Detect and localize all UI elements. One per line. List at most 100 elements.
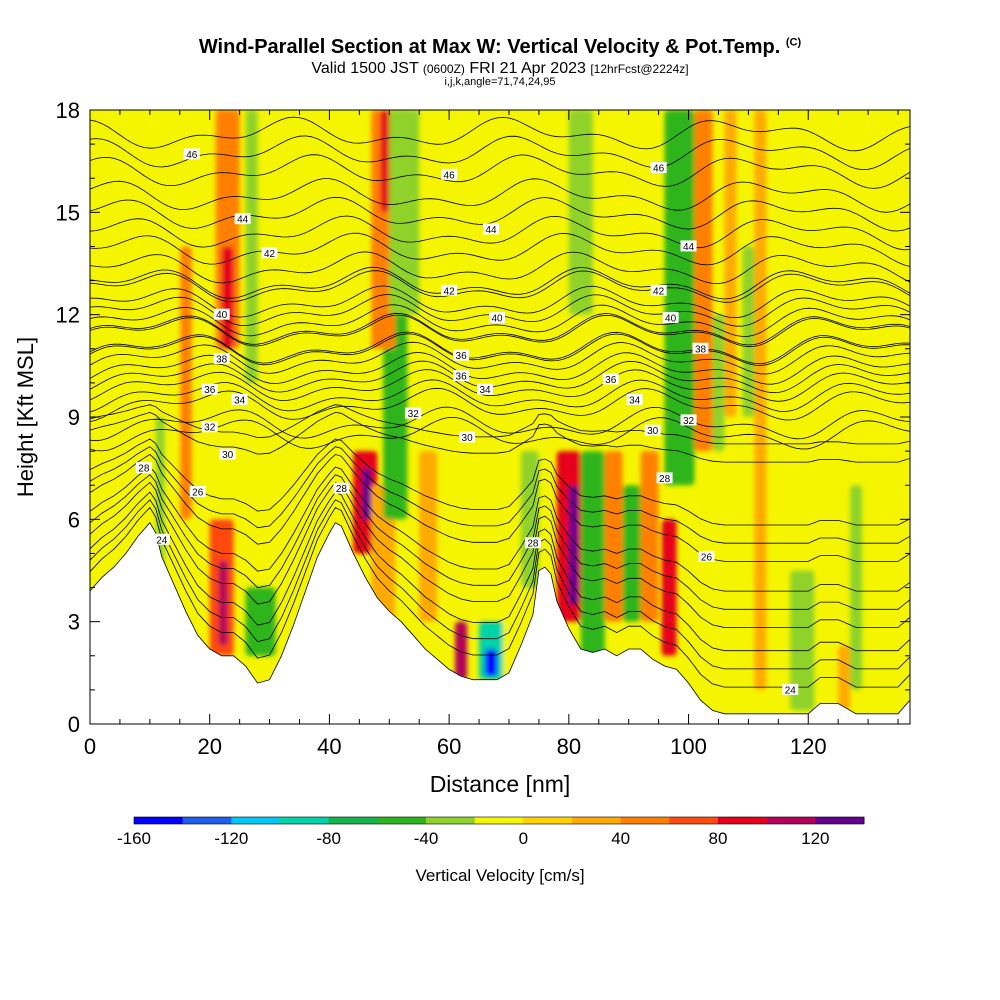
x-tick-label: 100 [670,734,707,759]
colorbar-tick-label: 40 [611,829,630,848]
velocity-cell [455,621,468,680]
isentrope-line [90,406,910,442]
theta-label-text: 26 [701,552,713,563]
chart-title: Wind-Parallel Section at Max W: Vertical… [0,36,1000,59]
theta-label: 30 [459,431,476,444]
chart-subtitle: Valid 1500 JST (0600Z) FRI 21 Apr 2023 [… [0,60,1000,78]
theta-label-text: 32 [408,409,420,420]
theta-label-text: 46 [186,150,198,161]
velocity-cell [245,110,258,383]
isentrope-line [90,453,910,562]
velocity-cell [389,110,420,315]
isentrope-line [90,154,910,189]
theta-label-text: 40 [216,310,228,321]
theta-label: 46 [650,161,667,174]
isentrope-line [90,379,910,413]
theta-label: 26 [189,486,206,499]
theta-label: 32 [405,407,422,420]
velocity-cell [383,314,408,520]
theta-label-text: 36 [605,375,617,386]
velocity-cell [568,110,593,315]
isentrope-line [90,506,910,688]
forecast-info: [12hrFcst@2224z] [590,62,689,76]
theta-label-text: 36 [456,351,468,362]
theta-label: 32 [201,421,218,434]
theta-label: 34 [477,383,494,396]
x-tick-label: 0 [84,734,96,759]
colorbar-swatch [572,817,622,824]
chart-indices: i,j,k,angle=71,74,24,95 [444,76,556,88]
isentrope-line [90,369,910,402]
valid-utc: (0600Z) [422,62,465,76]
theta-label: 24 [782,683,799,696]
isentrope-line [90,466,910,592]
velocity-cell [502,553,521,680]
isentrope-line [90,251,910,285]
theta-label-text: 30 [222,450,234,461]
colorbar-swatch [377,817,427,824]
y-tick-label: 6 [68,507,80,532]
velocity-cell [604,451,623,622]
velocity-cell [724,110,737,417]
copyright-mark: (C) [785,36,802,49]
theta-label: 24 [153,533,170,546]
isentrope-line [90,196,910,232]
theta-label: 44 [234,213,251,226]
theta-label-text: 30 [647,426,659,437]
x-tick-label: 60 [437,734,461,759]
theta-label: 36 [453,349,470,362]
velocity-cell [838,645,851,711]
isentrope-line [90,333,910,366]
colorbar-swatch [328,817,378,824]
theta-label-text: 44 [683,242,695,253]
velocity-cell [790,570,815,711]
isentrope-line [90,266,910,300]
colorbar-swatch [182,817,232,824]
velocity-cell [371,485,396,622]
velocity-cell [568,485,578,605]
theta-label-text: 44 [485,225,497,236]
plot-area: 46 46 46 44 44 44 42 42 42 40 40 40 38 38 36 36 36 36 34 34… [90,110,910,724]
theta-label: 34 [231,393,248,406]
theta-label-text: 32 [683,416,695,427]
theta-label-text: 24 [156,535,168,546]
isentrope-line [90,135,910,171]
velocity-cell [742,246,755,417]
velocity-cell [661,519,677,656]
theta-label-text: 36 [456,372,468,383]
theta-label-text: 40 [665,314,677,325]
colorbar-tick-label: 120 [801,829,829,848]
theta-label: 40 [489,312,506,325]
y-tick-label: 15 [56,200,80,225]
y-tick-label: 0 [68,712,80,737]
theta-label-text: 24 [785,685,797,696]
colorbar-swatch [669,817,719,824]
theta-label-text: 30 [462,433,474,444]
colorbar-swatch [474,817,524,824]
velocity-cell [664,110,695,486]
theta-label-text: 34 [479,385,491,396]
x-tick-label: 20 [197,734,221,759]
colorbar-swatch [280,817,330,824]
theta-label: 36 [602,373,619,386]
isentrope-line [90,438,910,526]
isentrope-line [90,312,910,346]
isentrope-line [90,215,910,251]
velocity-cell [245,587,276,656]
isentrope-line [90,232,910,267]
theta-label: 42 [261,247,278,260]
theta-label: 30 [644,424,661,437]
theta-label-text: 40 [491,314,503,325]
title-text: Wind-Parallel Section at Max W: Vertical… [198,36,781,58]
colorbar-swatch [815,817,865,824]
colorbar-label: Vertical Velocity [cm/s] [415,866,584,885]
terrain-mask [90,522,910,724]
isentrope-line [90,404,910,445]
theta-label: 34 [626,393,643,406]
colorbar: -160 -120 -80 -40 0 40 80 120 [117,816,865,848]
theta-label-text: 28 [659,474,671,485]
isentrope-line [90,178,910,213]
theta-label: 36 [201,383,218,396]
theta-label: 38 [692,342,709,355]
